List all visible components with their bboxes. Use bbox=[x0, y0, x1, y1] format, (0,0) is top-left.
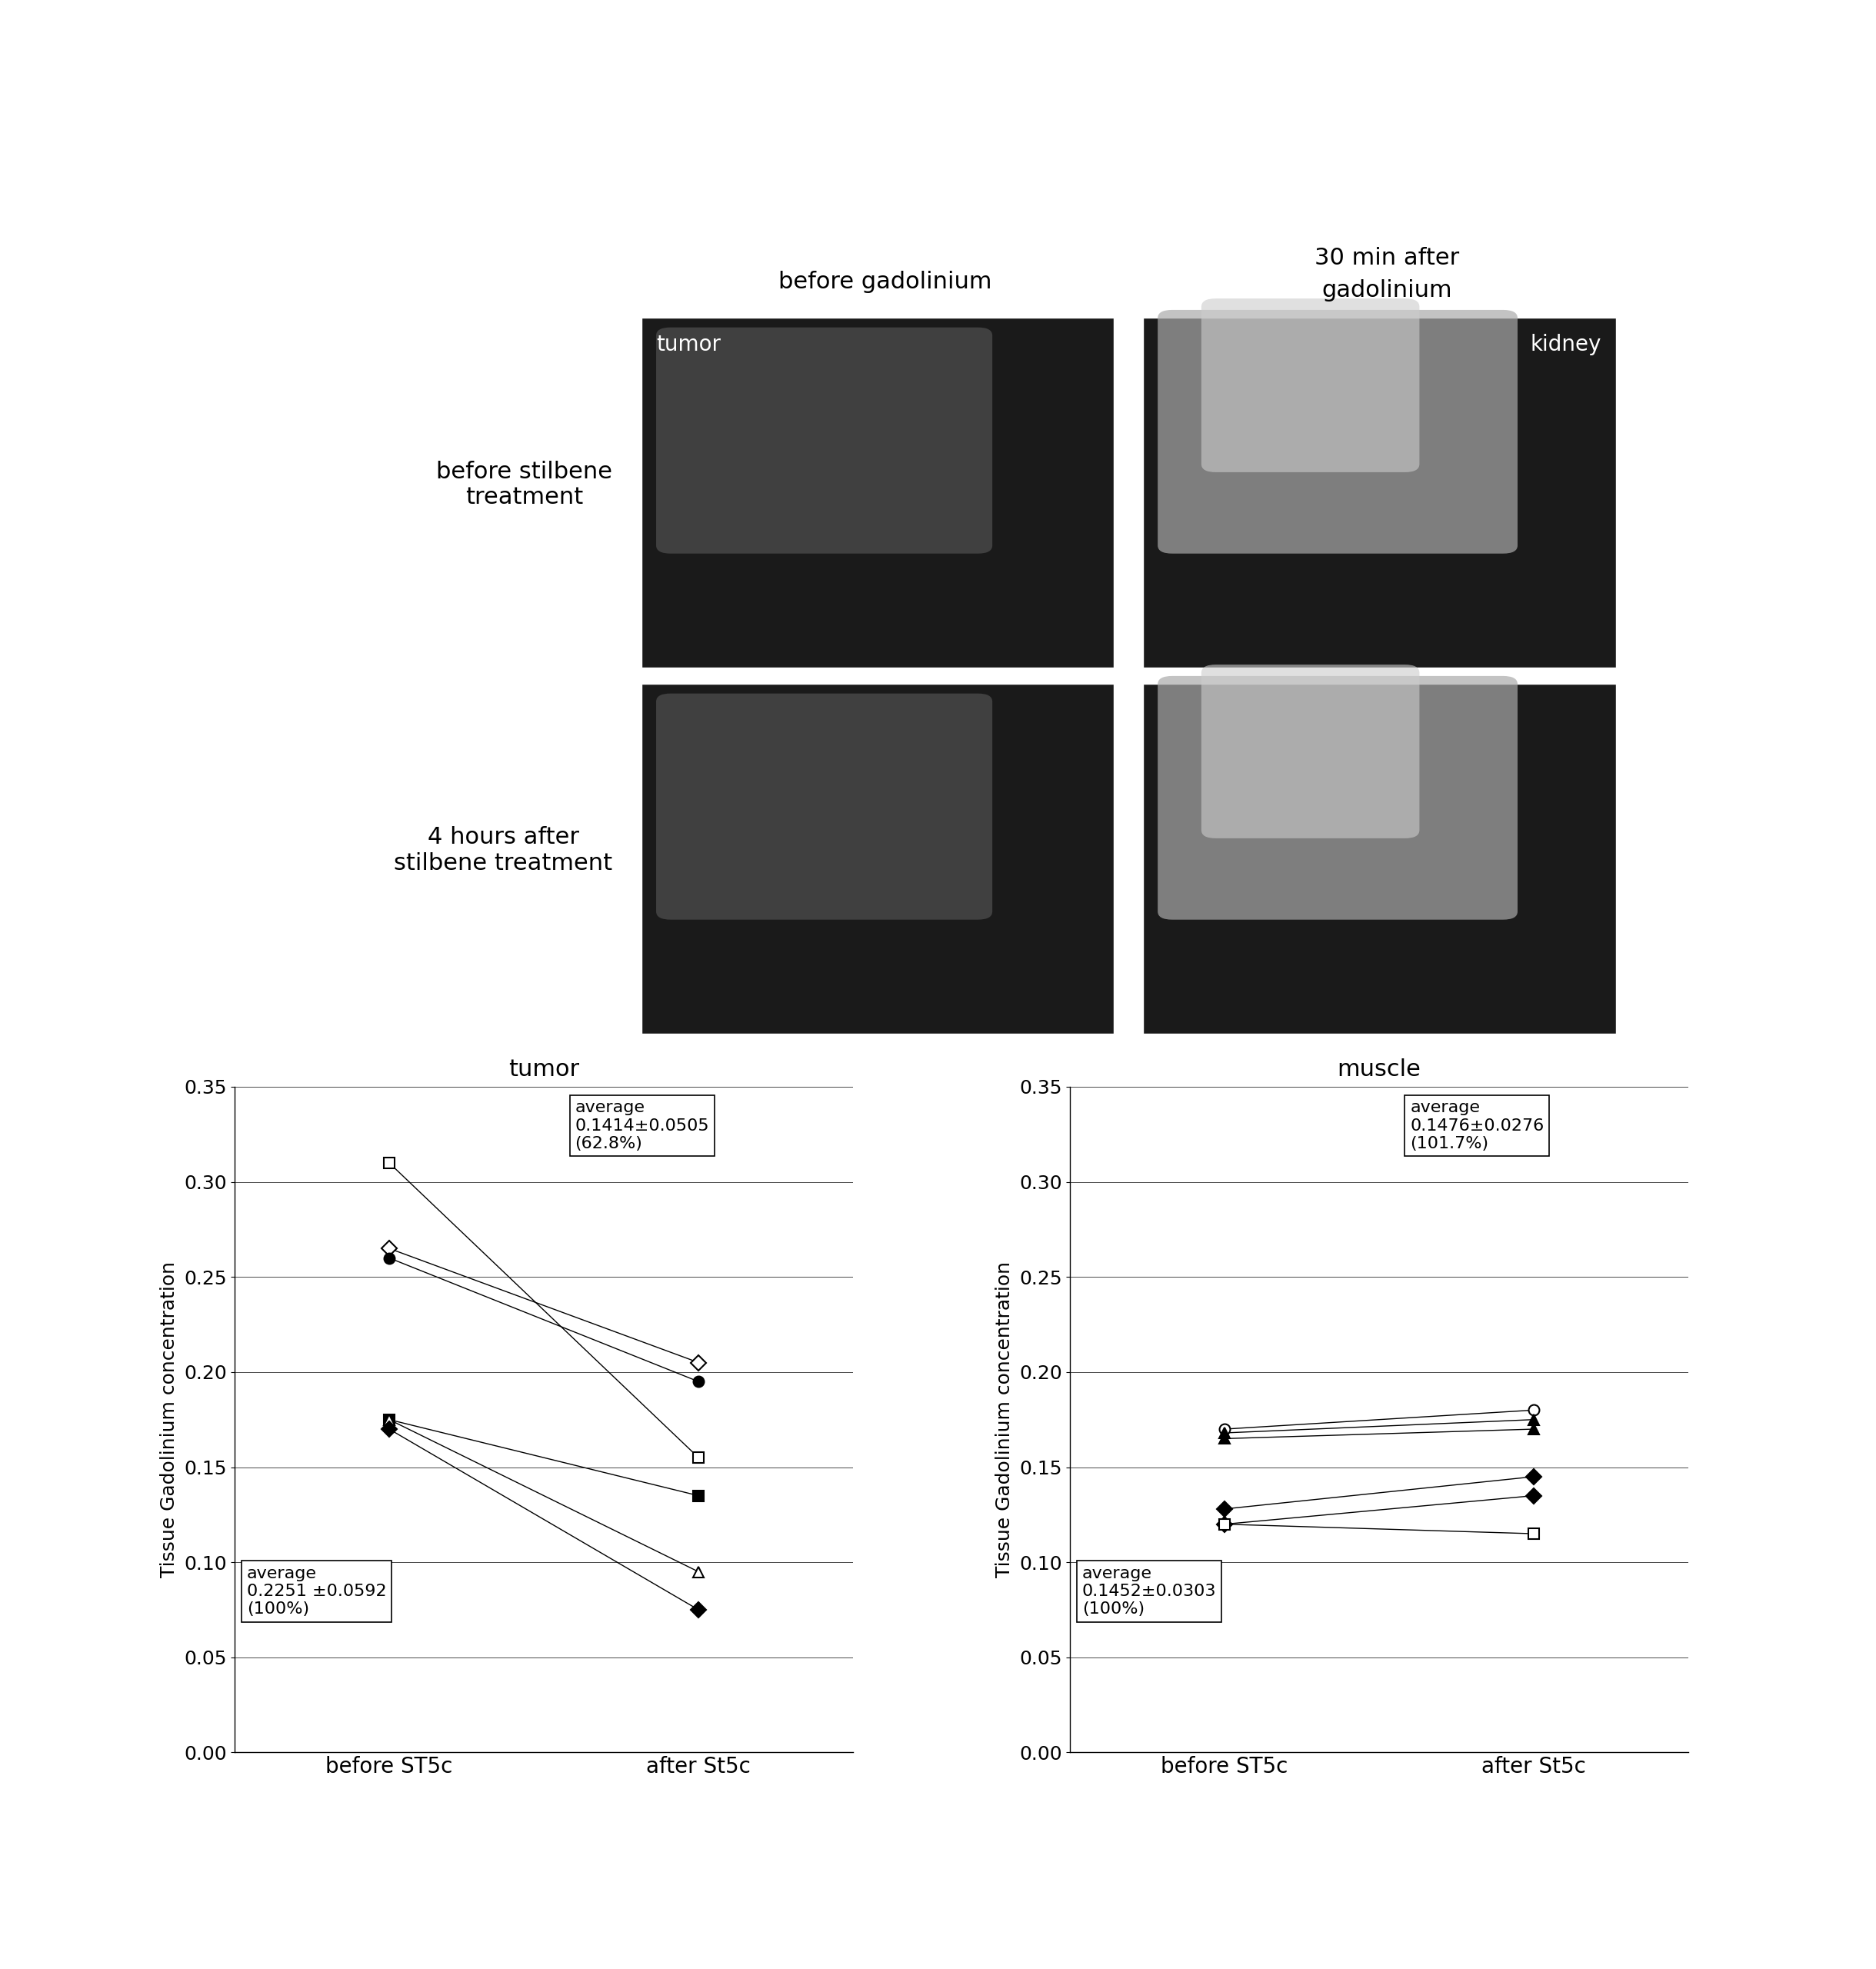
FancyBboxPatch shape bbox=[657, 327, 992, 553]
Title: tumor: tumor bbox=[508, 1059, 580, 1081]
Title: muscle: muscle bbox=[1338, 1059, 1420, 1081]
FancyBboxPatch shape bbox=[1142, 683, 1615, 1034]
Text: tumor: tumor bbox=[657, 335, 720, 356]
FancyBboxPatch shape bbox=[1142, 317, 1615, 667]
FancyBboxPatch shape bbox=[657, 693, 992, 920]
Text: before stilbene
treatment: before stilbene treatment bbox=[437, 461, 612, 508]
Text: 30 min after: 30 min after bbox=[1315, 246, 1460, 270]
Text: before gadolinium: before gadolinium bbox=[779, 272, 992, 293]
Text: average
0.1414±0.0505
(62.8%): average 0.1414±0.0505 (62.8%) bbox=[574, 1101, 709, 1152]
Text: average
0.2251 ±0.0592
(100%): average 0.2251 ±0.0592 (100%) bbox=[248, 1565, 386, 1617]
FancyBboxPatch shape bbox=[1201, 666, 1420, 839]
Text: kidney: kidney bbox=[1531, 335, 1600, 356]
Text: gadolinium: gadolinium bbox=[1321, 280, 1452, 301]
Y-axis label: Tissue Gadolinium concentration: Tissue Gadolinium concentration bbox=[996, 1262, 1015, 1577]
Text: average
0.1452±0.0303
(100%): average 0.1452±0.0303 (100%) bbox=[1082, 1565, 1216, 1617]
FancyBboxPatch shape bbox=[642, 683, 1114, 1034]
FancyBboxPatch shape bbox=[1157, 309, 1518, 553]
Text: 4 hours after
stilbene treatment: 4 hours after stilbene treatment bbox=[394, 827, 612, 874]
FancyBboxPatch shape bbox=[1157, 675, 1518, 920]
Y-axis label: Tissue Gadolinium concentration: Tissue Gadolinium concentration bbox=[159, 1262, 178, 1577]
FancyBboxPatch shape bbox=[642, 317, 1114, 667]
FancyBboxPatch shape bbox=[1201, 299, 1420, 473]
Text: average
0.1476±0.0276
(101.7%): average 0.1476±0.0276 (101.7%) bbox=[1411, 1101, 1544, 1152]
